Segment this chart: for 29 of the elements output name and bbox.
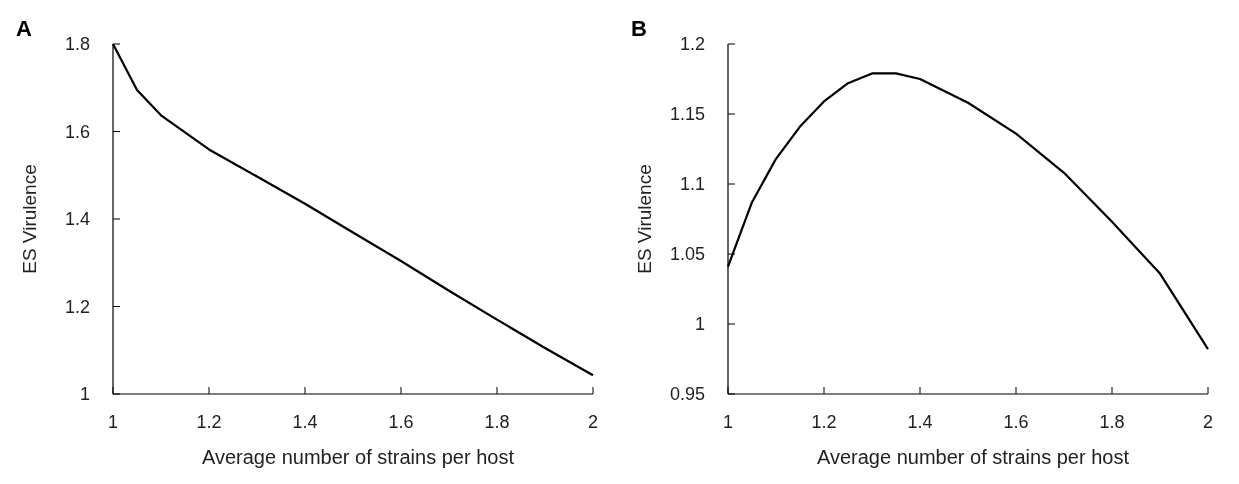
y-axis-title: ES Virulence [19,164,40,274]
x-tick-label: 1.4 [292,412,318,432]
x-tick-label: 1.6 [1003,412,1029,432]
y-tick-label: 1 [694,314,705,335]
x-axis-title: Average number of strains per host [816,446,1130,468]
y-tick-label: 1.15 [669,104,705,125]
x-tick-label: 1.2 [811,412,837,432]
y-tick-label: 1 [79,384,90,405]
x-tick-label: 1.4 [907,412,933,432]
chart-title: A [16,16,32,41]
x-tick-label: 2 [587,412,599,432]
x-tick-label: 2 [1202,412,1214,432]
y-tick-label: 1.8 [64,34,90,55]
y-axis-title: ES Virulence [634,164,655,274]
y-tick-label: 1.2 [64,296,90,317]
y-tick-label: 1.05 [669,244,705,265]
x-tick-label: 1.6 [388,412,414,432]
y-tick-label: 1.4 [64,209,90,230]
chart-title: B [631,16,647,41]
y-tick-label: 1.6 [64,121,90,142]
y-tick-label: 1.2 [679,34,705,55]
x-tick-label: 1 [722,412,734,432]
x-tick-label: 1 [107,412,119,432]
x-tick-label: 1.8 [1099,412,1125,432]
x-tick-label: 1.2 [196,412,222,432]
y-tick-label: 1.1 [679,174,705,195]
x-axis-title: Average number of strains per host [201,446,515,468]
x-tick-label: 1.8 [484,412,510,432]
y-tick-label: 0.95 [669,384,705,405]
